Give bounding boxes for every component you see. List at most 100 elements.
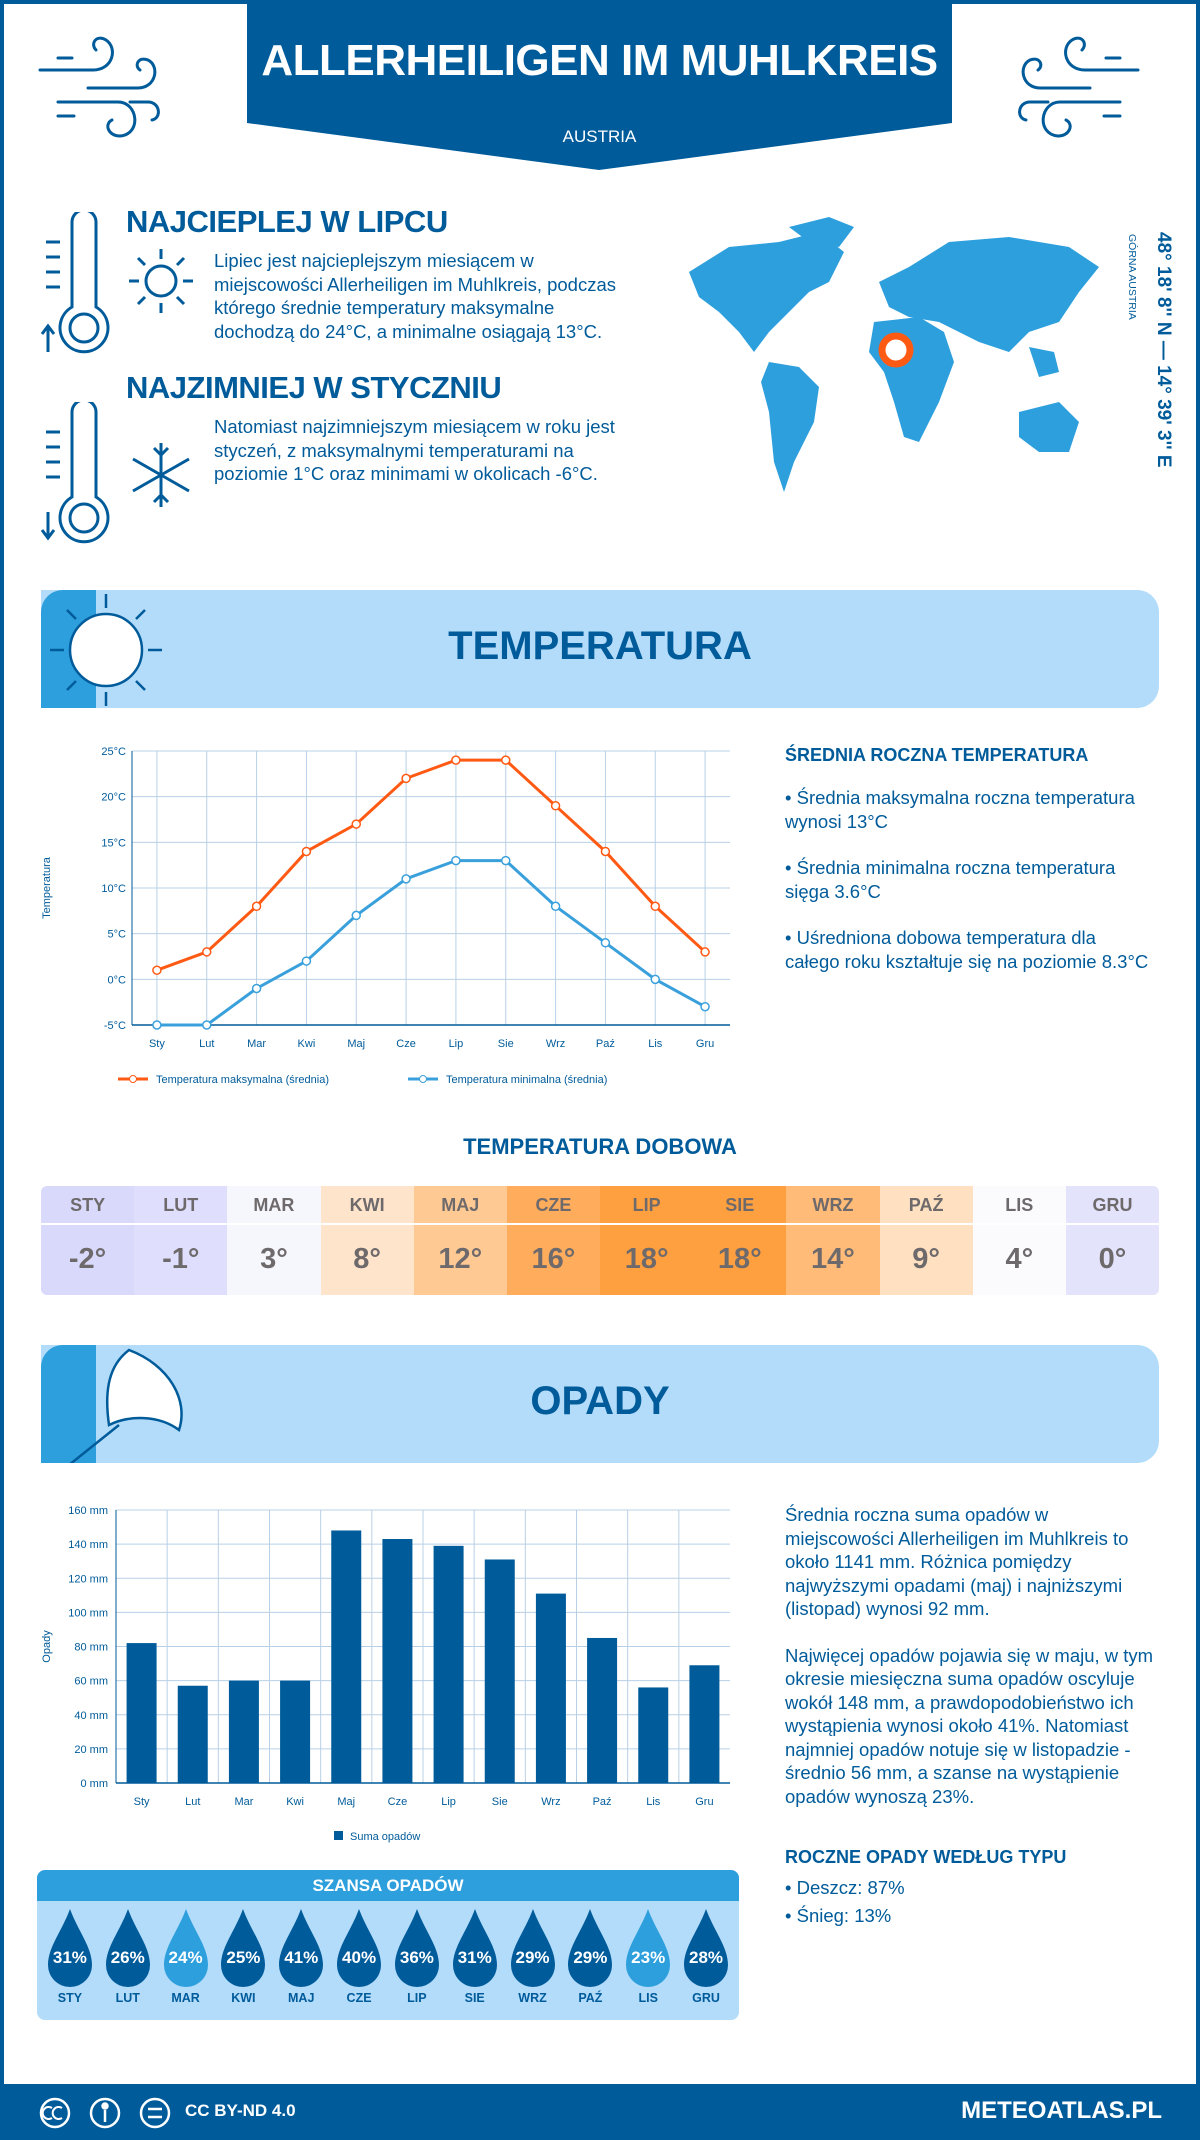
rain-chance-drop: 23% LIS xyxy=(619,1901,677,2020)
coordinates: 48° 18' 8'' N — 14° 39' 3'' E xyxy=(1153,232,1174,468)
data-point xyxy=(700,1001,710,1012)
data-point xyxy=(451,855,461,866)
data-point xyxy=(401,773,411,784)
data-point xyxy=(202,947,212,957)
daily-temp-cell: LIP 18° xyxy=(600,1186,694,1295)
x-tick-label: Lip xyxy=(449,1038,464,1050)
raindrop-icon xyxy=(221,1909,266,1987)
month-label: MAR xyxy=(171,1991,200,2005)
precip-summary: Średnia roczna suma opadów w miejscowośc… xyxy=(785,1503,1155,1927)
month-label: KWI xyxy=(231,1991,256,2005)
temp-summary: ŚREDNIA ROCZNA TEMPERATURA • Średnia mak… xyxy=(785,745,1155,973)
data-point xyxy=(351,819,361,829)
temp-value: 0° xyxy=(1098,1243,1127,1275)
precip-type-heading: ROCZNE OPADY WEDŁUG TYPU xyxy=(785,1847,1067,1867)
month-label: WRZ xyxy=(786,1186,880,1225)
rain-chance-value: 31% xyxy=(52,1948,87,1967)
x-tick-label: Paź xyxy=(596,1038,615,1050)
x-tick-label: Lut xyxy=(199,1038,214,1050)
rain-chance-drop: 31% SIE xyxy=(446,1901,504,2020)
footer: CC BY-ND 4.0 METEOATLAS.PL xyxy=(0,2084,1200,2140)
data-point xyxy=(251,983,262,994)
y-tick-label: 10°C xyxy=(101,883,126,895)
data-point xyxy=(650,974,660,985)
y-tick-label: 80 mm xyxy=(74,1642,108,1654)
data-point xyxy=(202,1020,212,1030)
x-tick-label: Mar xyxy=(247,1038,266,1050)
data-point xyxy=(152,1020,162,1030)
daily-temp-cell: PAŹ 9° xyxy=(879,1186,973,1295)
bar xyxy=(433,1545,464,1783)
temp-value: 16° xyxy=(531,1243,576,1275)
x-tick-label: Cze xyxy=(388,1796,408,1808)
y-tick-label: -5°C xyxy=(104,1020,126,1032)
y-tick-label: 60 mm xyxy=(74,1676,108,1688)
month-label: SIE xyxy=(464,1991,485,2005)
license-text[interactable]: CC BY-ND 4.0 xyxy=(185,2101,296,2120)
temp-value: 4° xyxy=(1005,1243,1034,1275)
daily-temp-heading: TEMPERATURA DOBOWA xyxy=(463,1134,737,1159)
rain-chance-value: 36% xyxy=(399,1948,434,1967)
month-label: PAŹ xyxy=(879,1186,973,1225)
temp-value: 18° xyxy=(717,1243,762,1275)
page-title: ALLERHEILIGEN IM MUHLKREIS xyxy=(261,36,938,85)
y-tick-label: 25°C xyxy=(101,746,126,758)
bar xyxy=(280,1680,311,1783)
rain-chance-value: 24% xyxy=(168,1948,203,1967)
month-label: MAJ xyxy=(288,1991,315,2005)
sun-icon xyxy=(129,249,193,313)
x-tick-label: Sty xyxy=(149,1038,165,1050)
bar xyxy=(177,1685,208,1783)
precipitation-title: OPADY xyxy=(530,1379,670,1423)
raindrop-icon xyxy=(394,1909,439,1987)
temp-value: 8° xyxy=(353,1243,381,1275)
data-point xyxy=(650,901,660,912)
legend-marker xyxy=(419,1075,427,1083)
rain-chance-drop: 29% PAŹ xyxy=(561,1901,619,2020)
data-point xyxy=(600,846,611,857)
x-tick-label: Lis xyxy=(648,1038,663,1050)
month-label: WRZ xyxy=(518,1991,547,2005)
license-icons[interactable] xyxy=(38,2096,188,2130)
month-label: CZE xyxy=(506,1186,601,1225)
rain-chance-drop: 24% MAR xyxy=(157,1901,215,2020)
daily-temp-cell: CZE 16° xyxy=(506,1186,601,1295)
rain-chance-value: 23% xyxy=(631,1948,666,1967)
site-link[interactable]: METEOATLAS.PL xyxy=(961,2097,1162,2124)
raindrop-icon xyxy=(684,1909,729,1987)
bar xyxy=(587,1637,618,1783)
raindrop-icon xyxy=(163,1909,208,1987)
warmest-heading: NAJCIEPLEJ W LIPCU xyxy=(126,204,448,239)
x-tick-label: Lut xyxy=(185,1796,200,1808)
temp-bullet: • Średnia minimalna roczna temperatura s… xyxy=(785,857,1116,902)
legend-label: Temperatura minimalna (średnia) xyxy=(446,1074,607,1086)
daily-temp-cell: MAJ 12° xyxy=(413,1186,507,1295)
daily-temp-cell: WRZ 14° xyxy=(786,1186,880,1295)
rain-chance-drop: 25% KWI xyxy=(214,1901,272,2020)
umbrella-icon xyxy=(69,1348,183,1463)
precipitation-chart: 0 mm 20 mm 40 mm 60 mm 80 mm 100 mm 120 mm 140 … xyxy=(41,1505,730,1843)
month-label: LUT xyxy=(134,1186,228,1225)
series-line xyxy=(156,758,707,972)
month-label: GRU xyxy=(1065,1186,1159,1225)
rain-chance-value: 40% xyxy=(342,1948,377,1967)
raindrop-icon xyxy=(568,1909,613,1987)
data-point xyxy=(152,965,162,975)
month-label: LIP xyxy=(600,1186,694,1225)
y-tick-label: 120 mm xyxy=(68,1573,108,1585)
country-label: AUSTRIA xyxy=(562,127,637,146)
raindrop-icon xyxy=(279,1909,324,1987)
location-marker xyxy=(878,332,914,368)
rain-chance-drop: 31% STY xyxy=(41,1901,99,2020)
rain-chance-drop: 26% LUT xyxy=(99,1901,157,2020)
rain-chance-drop: 36% LIP xyxy=(388,1901,446,2020)
x-tick-label: Mar xyxy=(234,1796,253,1808)
month-label: LIS xyxy=(972,1186,1066,1225)
month-label: STY xyxy=(57,1991,83,2005)
data-point xyxy=(301,846,312,857)
month-label: PAŹ xyxy=(578,1991,603,2005)
snowflake-icon xyxy=(132,443,190,507)
temp-value: 14° xyxy=(811,1243,855,1275)
bar xyxy=(535,1593,566,1783)
data-point xyxy=(251,901,262,912)
